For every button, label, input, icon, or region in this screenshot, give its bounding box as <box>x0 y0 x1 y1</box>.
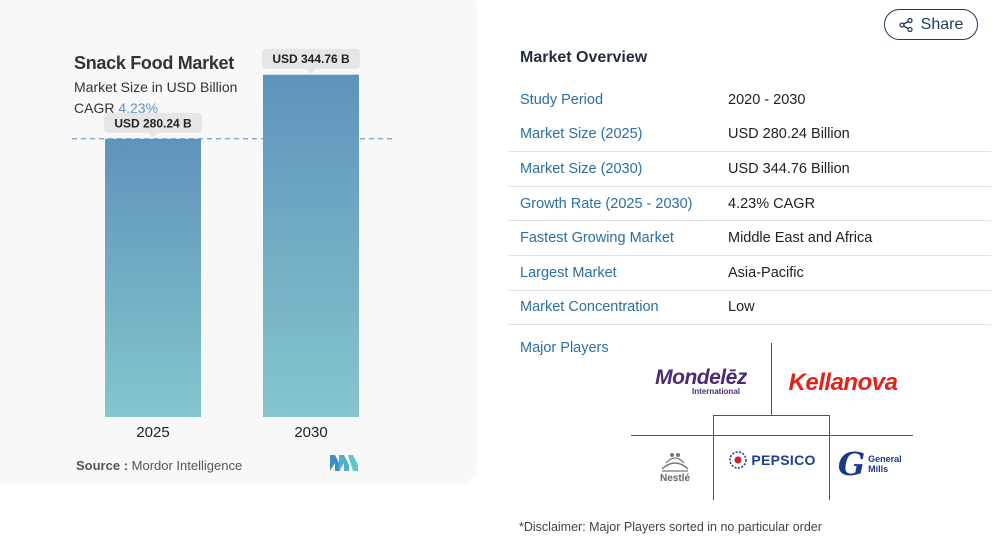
nestle-logo-text: Nestlé <box>659 472 690 484</box>
data-label-background <box>104 112 202 133</box>
mondelez-logo-text: Mondelēz <box>655 366 747 389</box>
overview-row: Growth Rate (2025 - 2030) 4.23% CAGR <box>509 187 991 222</box>
major-players-label: Major Players <box>520 340 609 356</box>
bar-2025 <box>105 138 201 417</box>
overview-key: Market Size (2030) <box>520 160 643 177</box>
general-mills-logo: G General Mills <box>836 445 906 483</box>
overview-value: USD 344.76 Billion <box>728 160 850 177</box>
data-label-background <box>262 48 360 69</box>
chart-subtitle: Market Size in USD Billion <box>74 79 238 95</box>
overview-key: Largest Market <box>520 264 617 281</box>
players-divider <box>631 435 913 436</box>
overview-row: Study Period 2020 - 2030 <box>509 83 991 118</box>
mondelez-logo: Mondelēz International <box>640 362 762 402</box>
overview-row: Market Size (2025) USD 280.24 Billion <box>509 118 991 153</box>
bar-chart: USD 280.24 B 2025 USD 344.76 B 2030 <box>72 48 393 441</box>
overview-key: Fastest Growing Market <box>520 230 674 247</box>
overview-row: Market Size (2030) USD 344.76 Billion <box>509 152 991 187</box>
bar-2030 <box>263 74 359 417</box>
overview-row: Market Concentration Low <box>509 291 991 326</box>
x-tick-label: 2025 <box>136 424 169 441</box>
overview-key: Market Concentration <box>520 299 659 316</box>
players-divider <box>829 415 830 500</box>
general-mills-logo-text: General Mills <box>868 454 902 474</box>
chart-title: Snack Food Market <box>74 53 234 73</box>
overview-value: Middle East and Africa <box>728 230 873 247</box>
data-label-pointer <box>148 132 158 138</box>
overview-key: Growth Rate (2025 - 2030) <box>520 195 693 212</box>
data-label: USD 344.76 B <box>272 52 350 66</box>
mordor-intelligence-logo <box>330 455 358 471</box>
source-value: Mordor Intelligence <box>131 458 243 473</box>
share-button[interactable]: Share <box>884 9 978 40</box>
players-divider <box>713 415 714 500</box>
chart-card <box>0 0 476 482</box>
data-label: USD 280.24 B <box>114 116 192 130</box>
chart-source: Source : Mordor Intelligence <box>76 458 242 473</box>
cagr-value: 4.23% <box>118 100 159 116</box>
overview-key: Study Period <box>520 92 604 109</box>
pepsico-logo-text: PEPSICO <box>751 452 816 468</box>
overview-value: USD 280.24 Billion <box>728 126 850 143</box>
overview-value: 4.23% CAGR <box>728 195 816 212</box>
overview-value: 2020 - 2030 <box>728 92 806 109</box>
overview-value: Low <box>728 299 755 316</box>
share-label: Share <box>920 15 964 33</box>
mondelez-logo-subtext: International <box>691 387 740 396</box>
kellanova-logo-text: Kellanova <box>788 369 898 396</box>
disclaimer: *Disclaimer: Major Players sorted in no … <box>519 520 822 534</box>
share-icon <box>898 17 913 32</box>
pepsico-logo: PEPSICO <box>720 443 824 477</box>
general-mills-g-icon: G <box>837 445 866 483</box>
data-label-pointer <box>306 68 316 74</box>
overview-row: Fastest Growing Market Middle East and Af… <box>509 221 991 256</box>
overview-value: Asia-Pacific <box>728 264 804 281</box>
x-tick-label: 2030 <box>294 424 327 441</box>
players-divider <box>771 343 772 415</box>
overview-table: Study Period 2020 - 2030 Market Size (2025… <box>509 83 991 326</box>
overview-key: Market Size (2025) <box>520 126 643 143</box>
players-divider <box>713 415 830 416</box>
overview-title: Market Overview <box>520 49 648 66</box>
nestle-logo: Nestlé <box>650 445 700 487</box>
cagr-label: CAGR <box>74 100 115 116</box>
chart-cagr: CAGR 4.23% <box>74 100 158 116</box>
kellanova-logo: Kellanova <box>782 366 904 400</box>
nestle-nest-icon <box>661 452 689 472</box>
source-label: Source : <box>76 458 129 473</box>
pepsico-globe-icon <box>729 451 748 469</box>
overview-row: Largest Market Asia-Pacific <box>509 256 991 291</box>
